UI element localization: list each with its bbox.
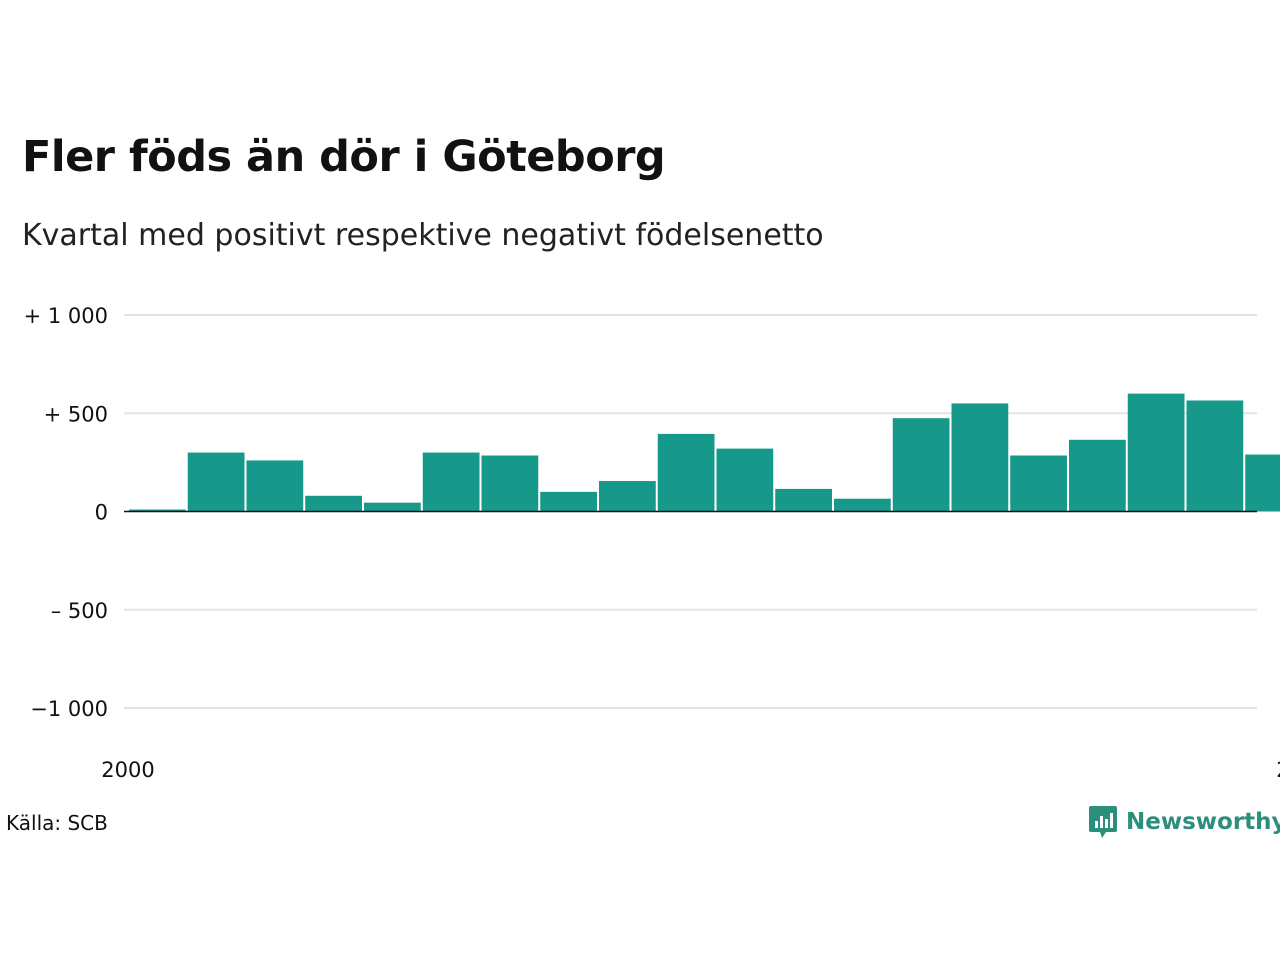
y-tick-label: – 500 xyxy=(51,599,108,623)
bar xyxy=(834,498,891,512)
bar xyxy=(481,455,539,512)
source-note: Källa: SCB xyxy=(6,811,108,835)
chart-title: Fler föds än dör i Göteborg xyxy=(22,132,666,182)
bar xyxy=(246,460,304,512)
bar xyxy=(892,418,950,512)
bar xyxy=(187,452,245,512)
x-axis-ticks: 20002005201020152020 xyxy=(101,758,1280,782)
x-tick-label: 2000 xyxy=(101,758,154,782)
y-tick-label: + 1 000 xyxy=(24,304,108,328)
bar xyxy=(1186,400,1244,512)
bar xyxy=(364,502,421,512)
bars xyxy=(129,393,1280,512)
bar xyxy=(540,491,597,512)
bar xyxy=(305,495,362,512)
bar xyxy=(1245,454,1280,512)
y-axis-ticks: + 1 000 + 500 0 – 500 −1 000 xyxy=(24,304,108,721)
brand-name: Newsworthy xyxy=(1126,809,1280,835)
bar xyxy=(951,403,1009,512)
bar xyxy=(599,481,656,512)
newsworthy-logo-icon xyxy=(1089,806,1117,838)
brand-logo: Newsworthy xyxy=(1088,804,1280,840)
bar xyxy=(129,509,186,512)
chart-subtitle: Kvartal med positivt respektive negativt… xyxy=(22,218,824,253)
bar xyxy=(716,448,774,512)
bar xyxy=(1069,439,1126,512)
bar xyxy=(775,488,832,512)
bar xyxy=(422,452,480,512)
y-tick-label: 0 xyxy=(95,501,108,525)
grid-lines xyxy=(124,314,1257,709)
x-tick-label: 2005 xyxy=(1276,758,1280,782)
y-tick-label: −1 000 xyxy=(30,697,108,721)
y-tick-label: + 500 xyxy=(44,402,108,426)
bar xyxy=(657,433,715,512)
bar xyxy=(1010,455,1067,512)
bar xyxy=(1127,393,1185,512)
